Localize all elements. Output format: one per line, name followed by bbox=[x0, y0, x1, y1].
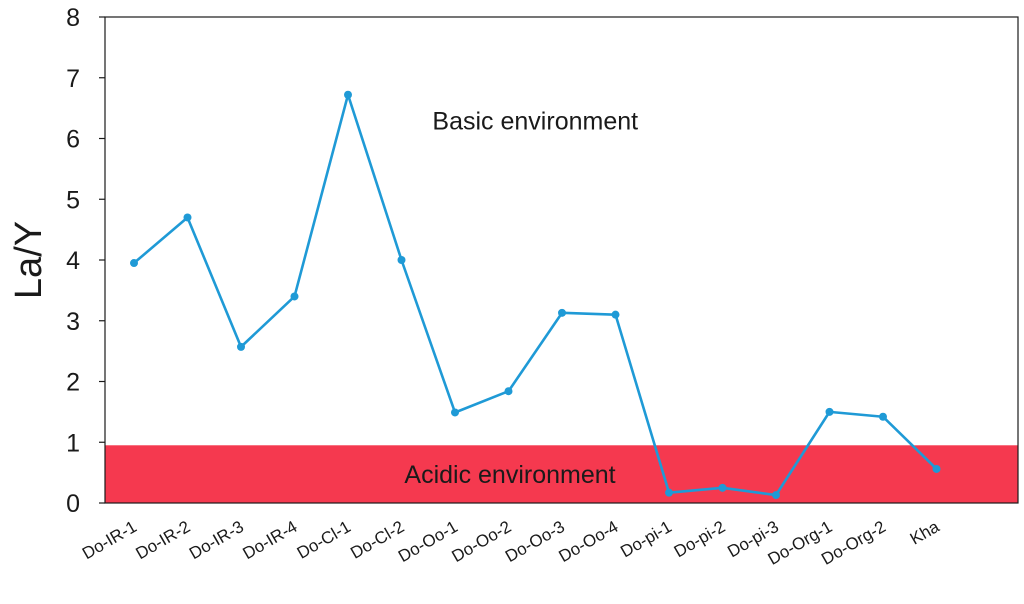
x-tick-label: Do-IR-3 bbox=[186, 517, 247, 563]
x-tick-label: Kha bbox=[907, 517, 943, 549]
data-point bbox=[397, 256, 406, 264]
data-point bbox=[825, 407, 834, 416]
x-axis: Do-IR-1Do-IR-2Do-IR-3Do-IR-4Do-Cl-1Do-Cl… bbox=[79, 517, 943, 569]
x-tick-label: Do-pi-1 bbox=[617, 517, 675, 561]
acidic-environment-label: Acidic environment bbox=[404, 461, 615, 489]
y-tick-label: 0 bbox=[66, 490, 80, 518]
data-point bbox=[558, 308, 566, 317]
x-tick-label: Do-Cl-1 bbox=[294, 517, 354, 563]
data-point bbox=[344, 90, 352, 99]
y-tick-label: 7 bbox=[66, 65, 80, 93]
series-line bbox=[133, 93, 938, 497]
x-tick-label: Do-pi-2 bbox=[671, 517, 729, 561]
y-tick-label: 2 bbox=[66, 369, 80, 397]
x-tick-label: Do-Oo-4 bbox=[556, 517, 622, 566]
data-point bbox=[611, 310, 620, 319]
data-point bbox=[665, 488, 673, 497]
data-point bbox=[879, 412, 887, 421]
series-layer bbox=[130, 90, 941, 500]
data-point bbox=[290, 292, 299, 301]
data-point bbox=[718, 483, 727, 492]
x-tick-label: Do-IR-2 bbox=[132, 517, 193, 563]
data-point bbox=[772, 491, 780, 500]
data-point bbox=[932, 464, 941, 473]
data-point bbox=[504, 387, 513, 396]
acidic-environment-band bbox=[105, 445, 1018, 503]
plot-frame bbox=[104, 16, 1019, 504]
x-tick-label: Do-Oo-3 bbox=[502, 517, 568, 566]
y-tick-label: 5 bbox=[66, 186, 80, 214]
x-tick-label: Do-IR-4 bbox=[239, 517, 300, 563]
y-tick-label: 3 bbox=[66, 308, 80, 336]
x-tick-label: Do-Oo-2 bbox=[449, 517, 515, 566]
data-point bbox=[451, 408, 459, 417]
y-axis-title: La/Y bbox=[8, 221, 50, 299]
y-axis: 0 1 2 3 4 5 6 7 8 bbox=[66, 4, 105, 518]
y-tick-label: 6 bbox=[66, 126, 80, 154]
basic-environment-label: Basic environment bbox=[432, 107, 638, 135]
y-tick-label: 8 bbox=[66, 4, 80, 32]
y-tick-label: 1 bbox=[66, 429, 80, 457]
y-tick-label: 4 bbox=[66, 247, 80, 275]
data-point bbox=[183, 213, 192, 222]
x-tick-label: Do-Oo-1 bbox=[395, 517, 461, 566]
data-point bbox=[237, 342, 245, 351]
data-point bbox=[130, 259, 138, 268]
x-tick-label: Do-IR-1 bbox=[79, 517, 140, 563]
